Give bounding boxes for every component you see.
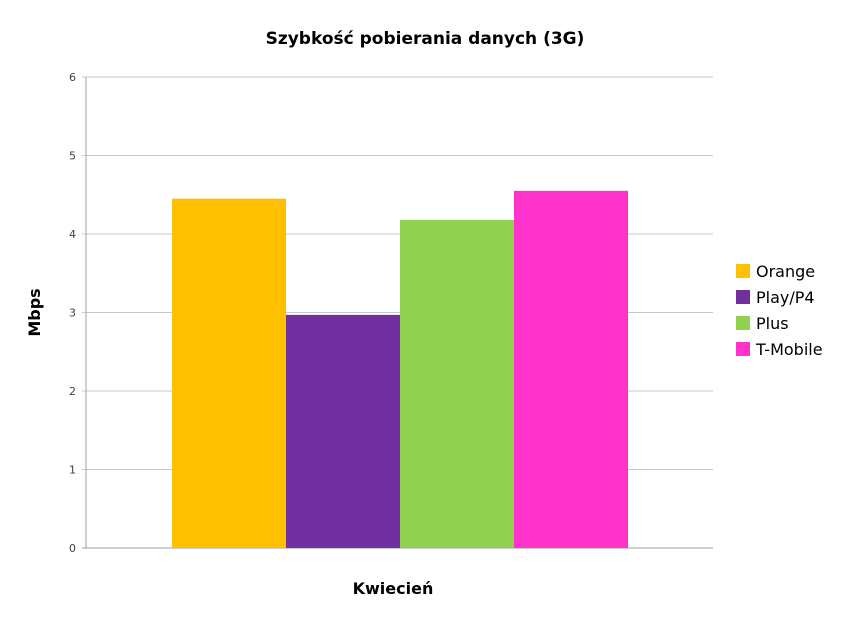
legend-swatch — [736, 290, 750, 304]
y-tick-labels: 0 1 2 3 4 5 6 — [69, 71, 76, 555]
bars — [172, 190, 628, 549]
y-tick-label: 6 — [69, 71, 76, 84]
y-tick-label: 0 — [69, 542, 76, 555]
legend: Orange Play/P4 Plus T-Mobile — [736, 262, 823, 359]
x-axis-title: Kwiecień — [353, 579, 434, 598]
bar-plus — [400, 219, 514, 548]
legend-swatch — [736, 316, 750, 330]
legend-label: Orange — [756, 262, 815, 281]
legend-label: Play/P4 — [756, 288, 815, 307]
y-tick-label: 4 — [69, 228, 76, 241]
bar-play-p4 — [286, 314, 400, 548]
bar-t-mobile — [514, 190, 628, 548]
legend-swatch — [736, 264, 750, 278]
y-axis-title: Mbps — [25, 288, 44, 336]
legend-swatch — [736, 342, 750, 356]
legend-label: Plus — [756, 314, 789, 333]
y-tick-label: 5 — [69, 150, 76, 163]
y-tick-label: 1 — [69, 464, 76, 477]
chart-title: Szybkość pobierania danych (3G) — [266, 29, 585, 49]
y-tick-label: 3 — [69, 307, 76, 320]
bar-orange — [172, 198, 286, 549]
y-tick-label: 2 — [69, 385, 76, 398]
legend-label: T-Mobile — [755, 340, 823, 359]
